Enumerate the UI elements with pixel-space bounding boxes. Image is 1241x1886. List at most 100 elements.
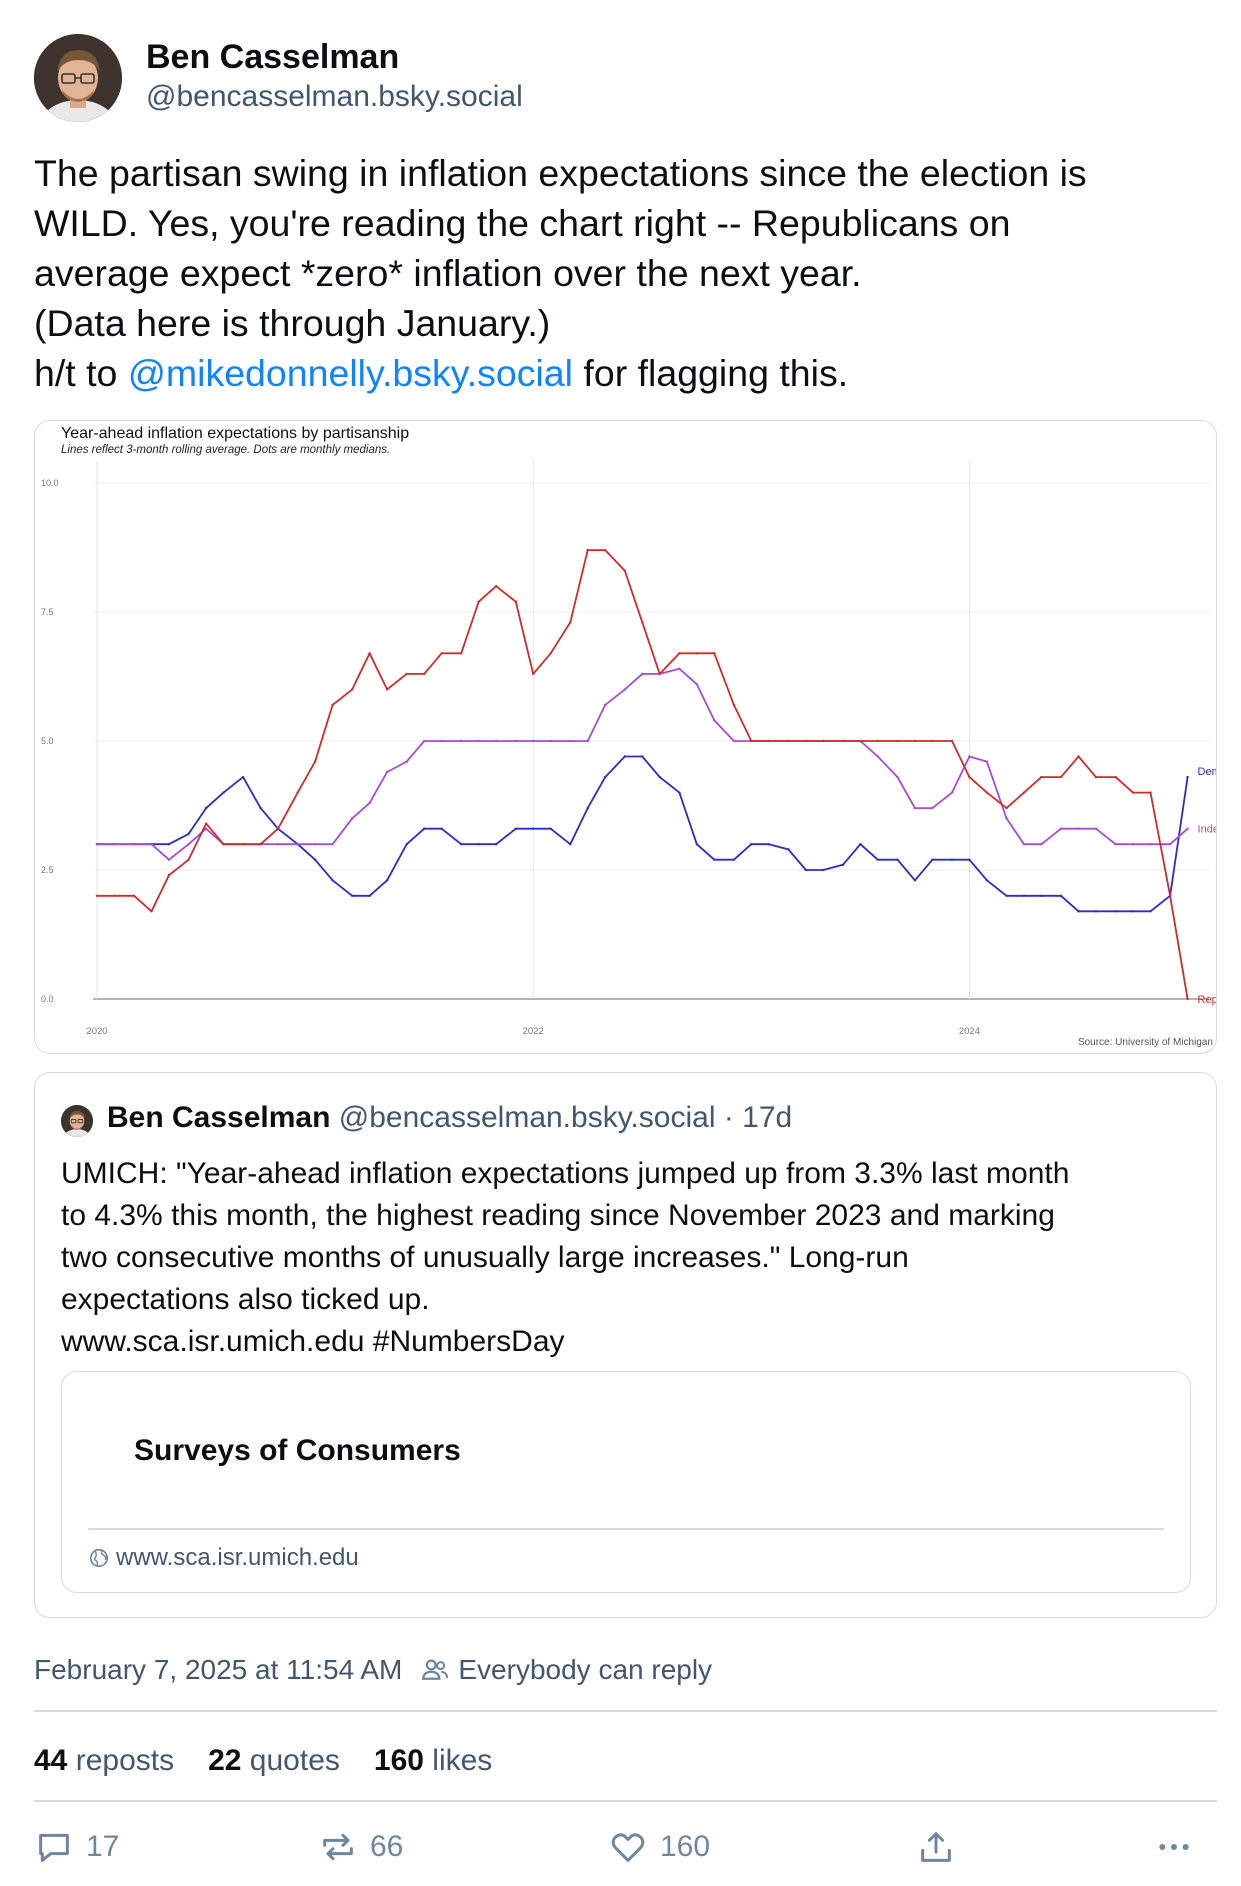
x-tick-label: 2022 — [523, 1026, 544, 1037]
data-point — [331, 843, 334, 846]
data-point — [1022, 791, 1026, 794]
data-point — [603, 703, 607, 707]
data-point — [477, 843, 480, 846]
post-text-line: The partisan swing in inflation expectat… — [34, 152, 1087, 194]
quoted-text-line: expectations also ticked up. — [61, 1283, 430, 1316]
data-point — [1168, 843, 1172, 846]
data-point — [822, 739, 825, 743]
reply-button[interactable]: 17 — [34, 1822, 119, 1872]
data-point — [313, 760, 317, 763]
data-point — [931, 806, 934, 810]
data-point — [787, 848, 790, 851]
more-button[interactable] — [1154, 1822, 1206, 1872]
avatar[interactable] — [34, 34, 122, 122]
quoted-text-line: to 4.3% this month, the highest reading … — [61, 1199, 1055, 1232]
divider — [34, 1710, 1217, 1712]
data-point — [1149, 791, 1152, 794]
data-point — [385, 879, 389, 882]
data-point — [569, 739, 572, 743]
data-point — [641, 755, 644, 758]
series-lines — [95, 548, 1189, 1001]
data-point — [1186, 775, 1189, 779]
series-label-democrat: Democrat — [1198, 766, 1217, 778]
data-point — [241, 843, 245, 846]
inflation-chart: Year-ahead inflation expectations by par… — [41, 425, 1217, 1048]
data-point — [1186, 827, 1189, 830]
data-point — [623, 755, 627, 758]
data-point — [787, 739, 790, 743]
data-point — [95, 894, 99, 897]
data-point — [1040, 775, 1043, 779]
series-line-democrat — [97, 755, 1189, 913]
data-point — [296, 843, 299, 846]
reposts-stat[interactable]: 44 reposts — [34, 1744, 175, 1777]
author-handle[interactable]: @bencasselman.bsky.social — [146, 80, 523, 113]
data-point — [713, 719, 716, 722]
y-tick-label: 5.0 — [41, 736, 54, 746]
more-icon — [1159, 1844, 1189, 1850]
data-point — [187, 832, 190, 836]
like-button[interactable]: 160 — [608, 1822, 710, 1872]
globe-icon — [89, 1548, 109, 1568]
data-point — [187, 858, 190, 861]
data-point — [422, 739, 426, 743]
link-card-title: Surveys of Consumers — [134, 1434, 461, 1467]
data-point — [732, 703, 736, 707]
data-point — [859, 739, 862, 743]
data-point — [658, 672, 661, 676]
repost-icon — [323, 1833, 353, 1861]
avatar-image — [34, 34, 122, 122]
data-point — [494, 843, 498, 846]
data-point — [896, 775, 899, 779]
data-point — [695, 843, 699, 846]
data-point — [113, 894, 116, 897]
data-point — [586, 739, 589, 743]
data-point — [876, 858, 880, 861]
mention-link[interactable]: @mikedonnelly.bsky.social — [127, 352, 573, 394]
data-point — [569, 843, 572, 846]
quoted-post[interactable]: Ben Casselman @bencasselman.bsky.social … — [34, 1072, 1217, 1618]
quotes-stat[interactable]: 22 quotes — [208, 1744, 340, 1777]
data-point — [313, 858, 317, 861]
people-icon — [422, 1659, 449, 1680]
likes-stat[interactable]: 160 likes — [373, 1744, 493, 1777]
post-timestamp[interactable]: February 7, 2025 at 11:54 AM — [34, 1654, 403, 1685]
data-point — [767, 739, 770, 743]
data-point — [1059, 827, 1063, 830]
chart-image[interactable]: Year-ahead inflation expectations by par… — [34, 420, 1217, 1054]
data-point — [968, 858, 971, 861]
data-point — [494, 585, 498, 588]
author-display-name[interactable]: Ben Casselman — [146, 38, 400, 76]
share-button[interactable] — [916, 1822, 968, 1872]
data-point — [1131, 791, 1135, 794]
quoted-avatar[interactable] — [61, 1105, 93, 1137]
post-text-line: (Data here is through January.) — [34, 302, 551, 344]
link-preview-card[interactable]: Surveys of Consumers www.sca.isr.umich.e… — [61, 1371, 1191, 1593]
engagement-stats: 44 reposts 22 quotes 160 likes — [34, 1736, 526, 1786]
quoted-display-name[interactable]: Ben Casselman — [107, 1101, 331, 1134]
data-point — [422, 672, 426, 676]
data-point — [549, 652, 552, 655]
quoted-text-line: UMICH: "Year-ahead inflation expectation… — [61, 1157, 1070, 1190]
data-point — [276, 843, 280, 846]
data-point — [167, 843, 171, 846]
series-line-republican — [97, 549, 1189, 1000]
data-point — [422, 827, 426, 830]
data-point — [985, 879, 989, 882]
data-point — [167, 858, 171, 861]
data-point — [549, 827, 552, 830]
data-point — [405, 760, 408, 763]
author-block[interactable]: Ben Casselman @bencasselman.bsky.social — [34, 34, 734, 122]
repost-count: 66 — [370, 1830, 404, 1863]
quoted-text-line: www.sca.isr.umich.edu #NumbersDay — [61, 1325, 565, 1358]
data-point — [113, 843, 116, 846]
data-point — [841, 863, 845, 867]
reply-setting[interactable]: Everybody can reply — [458, 1654, 713, 1685]
x-tick-label: 2024 — [959, 1026, 980, 1037]
repost-button[interactable]: 66 — [318, 1822, 403, 1872]
data-point — [695, 652, 699, 655]
data-point — [1059, 775, 1063, 779]
data-point — [603, 548, 607, 552]
quoted-handle[interactable]: @bencasselman.bsky.social — [338, 1101, 716, 1134]
data-point — [1094, 910, 1098, 913]
